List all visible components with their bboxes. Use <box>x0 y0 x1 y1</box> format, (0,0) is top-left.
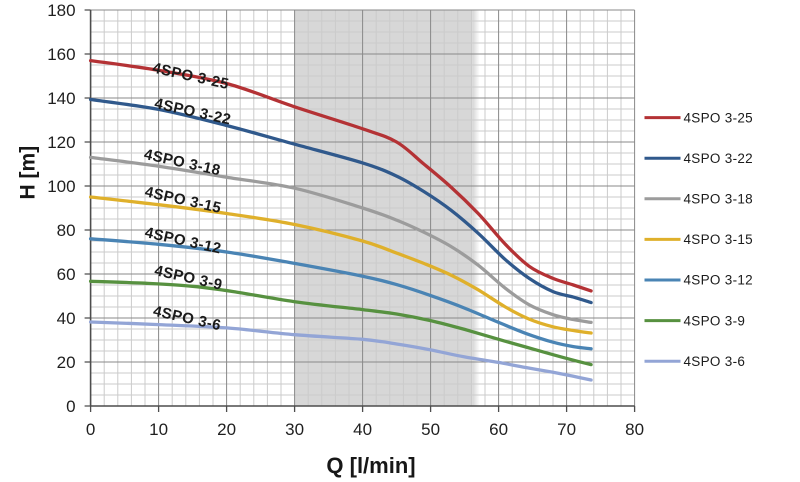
svg-text:0: 0 <box>86 420 95 439</box>
svg-text:160: 160 <box>47 45 75 64</box>
svg-text:H [m]: H [m] <box>17 146 40 200</box>
svg-text:4SPO 3-22: 4SPO 3-22 <box>684 151 754 166</box>
svg-text:80: 80 <box>625 420 644 439</box>
svg-text:120: 120 <box>47 133 75 152</box>
svg-text:0: 0 <box>66 397 75 416</box>
svg-text:40: 40 <box>353 420 372 439</box>
svg-text:20: 20 <box>217 420 236 439</box>
svg-text:4SPO 3-6: 4SPO 3-6 <box>684 354 746 369</box>
svg-text:180: 180 <box>47 1 75 20</box>
svg-text:70: 70 <box>557 420 576 439</box>
svg-text:20: 20 <box>57 353 76 372</box>
svg-text:4SPO 3-15: 4SPO 3-15 <box>684 232 754 247</box>
svg-text:4SPO 3-12: 4SPO 3-12 <box>684 273 754 288</box>
svg-text:4SPO 3-9: 4SPO 3-9 <box>684 313 746 328</box>
svg-text:Q [l/min]: Q [l/min] <box>326 453 415 478</box>
svg-text:60: 60 <box>489 420 508 439</box>
svg-text:60: 60 <box>57 265 76 284</box>
svg-text:30: 30 <box>285 420 304 439</box>
svg-text:40: 40 <box>57 309 76 328</box>
svg-text:10: 10 <box>149 420 168 439</box>
svg-text:50: 50 <box>421 420 440 439</box>
svg-text:80: 80 <box>57 221 76 240</box>
svg-text:4SPO 3-18: 4SPO 3-18 <box>684 192 754 207</box>
svg-text:140: 140 <box>47 89 75 108</box>
svg-text:100: 100 <box>47 177 75 196</box>
svg-text:4SPO 3-25: 4SPO 3-25 <box>684 110 754 125</box>
